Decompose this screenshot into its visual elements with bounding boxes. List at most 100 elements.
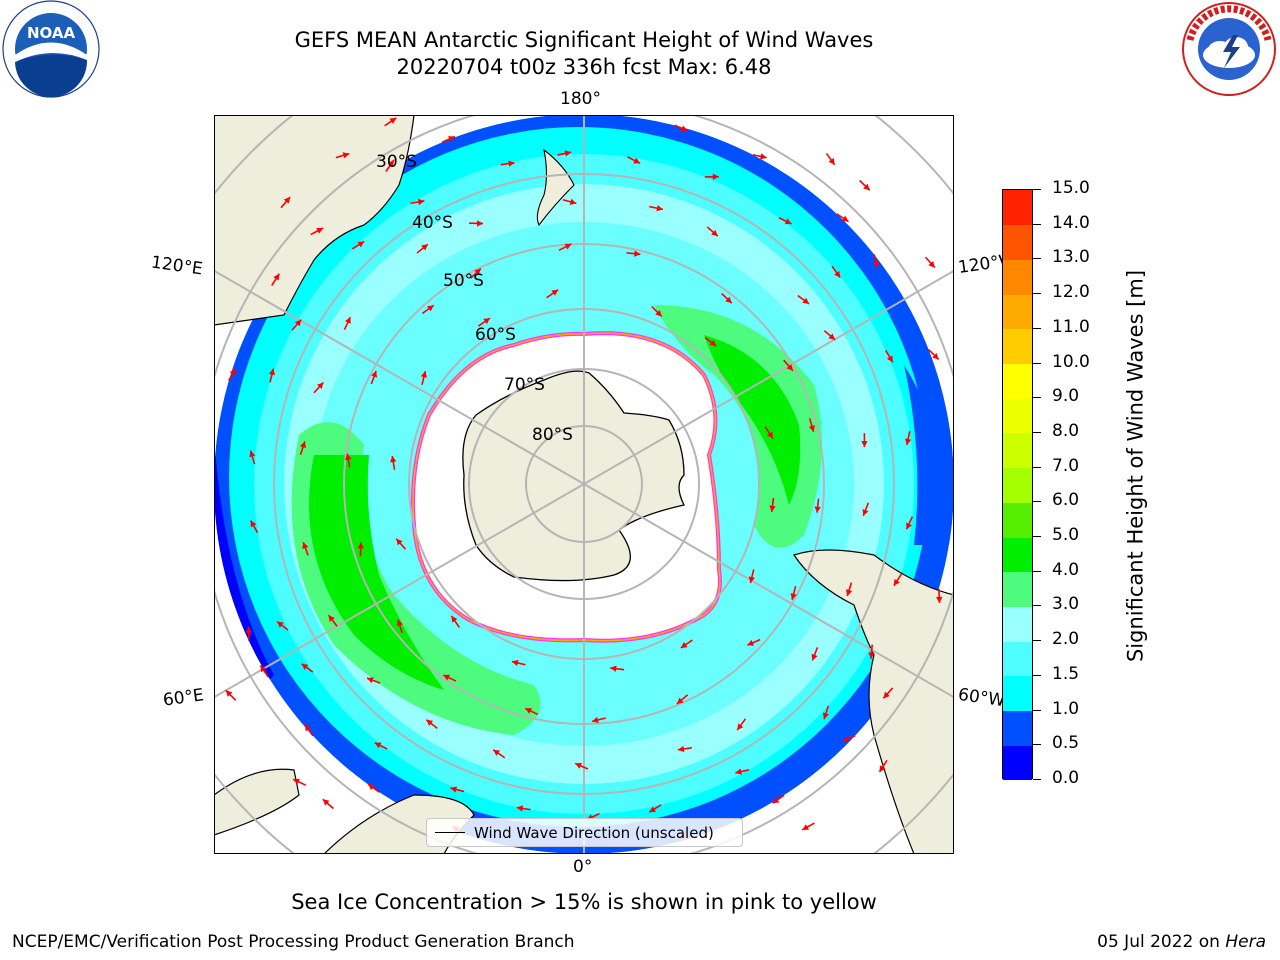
- colorbar-tick: [1033, 674, 1041, 676]
- wave-vector-head: [610, 665, 617, 672]
- wave-vector-head: [649, 806, 657, 813]
- colorbar-tick-label: 0.0: [1052, 768, 1080, 788]
- wave-vector-head: [283, 196, 291, 204]
- wave-vector-head: [328, 615, 335, 622]
- colorbar-tick-label: 1.5: [1052, 663, 1080, 684]
- wave-vector-head: [417, 198, 425, 206]
- nws-logo: [1182, 2, 1276, 96]
- wave-vector-head: [879, 765, 886, 773]
- colorbar-tick: [1033, 501, 1041, 503]
- colorbar-segment: [1003, 502, 1032, 538]
- wave-vector-head: [569, 198, 577, 205]
- wave-vector-head: [421, 244, 428, 251]
- wave-vector-head: [426, 719, 434, 726]
- wave-vector-head: [712, 173, 719, 181]
- colorbar-tick: [1033, 293, 1041, 295]
- colorbar-segment: [1003, 190, 1032, 226]
- colorbar-tick-label: 12.0: [1052, 282, 1090, 303]
- lat-label-40s: 40°S: [412, 213, 453, 233]
- wave-vector-head: [808, 425, 815, 432]
- wave-vector-head: [357, 241, 365, 248]
- wave-vector-head: [304, 724, 311, 732]
- wave-vector-head: [863, 183, 870, 191]
- wave-vector-head: [790, 593, 797, 600]
- wave-vector-head: [368, 784, 375, 791]
- wave-vector-head: [426, 305, 434, 312]
- colorbar-tick-label: 1.0: [1052, 698, 1080, 719]
- footer-date: 05 Jul 2022 on Hera: [1097, 932, 1266, 952]
- lon-label-0: 0°: [573, 857, 593, 877]
- colorbar-label: Significant Height of Wind Waves [m]: [1123, 269, 1148, 663]
- wave-vector-head: [443, 674, 451, 681]
- colorbar-tick-label: 13.0: [1052, 247, 1090, 268]
- wave-vector-head: [841, 215, 849, 222]
- lon-label-120e: 120°E: [149, 252, 204, 280]
- colorbar-tick: [1033, 570, 1041, 572]
- colorbar-label-box: Significant Height of Wind Waves [m]: [1101, 246, 1171, 686]
- chart-title: GEFS MEAN Antarctic Significant Height o…: [294, 28, 874, 52]
- colorbar-tick-label: 5.0: [1052, 525, 1080, 546]
- wave-vector-head: [225, 690, 233, 697]
- wave-vector-head: [477, 220, 484, 227]
- wave-vector-head: [828, 158, 835, 165]
- colorbar-segment: [1003, 537, 1032, 573]
- wave-vector-head: [842, 736, 850, 743]
- wave-vector-head: [872, 261, 880, 268]
- wave-vector-head: [396, 619, 403, 627]
- colorbar-tick: [1033, 640, 1041, 642]
- colorbar-tick: [1033, 327, 1041, 329]
- wave-vector-head: [904, 438, 912, 445]
- wave-vector-head: [936, 596, 943, 603]
- wave-vector-head: [822, 712, 829, 720]
- wave-vector-head: [575, 762, 582, 769]
- wave-vector-head: [396, 538, 403, 546]
- colorbar-segment: [1003, 259, 1032, 295]
- wave-vector-head: [316, 227, 324, 234]
- colorbar-tick: [1033, 536, 1041, 538]
- wave-vector-head: [322, 799, 330, 806]
- lon-label-180: 180°: [560, 89, 601, 109]
- wave-vector-head: [893, 578, 900, 586]
- legend-line-icon: [435, 832, 465, 833]
- colorbar-tick-label: 6.0: [1052, 490, 1080, 511]
- wave-vector-head: [680, 125, 688, 132]
- wave-vector-head: [868, 652, 875, 659]
- lat-label-80s: 80°S: [532, 425, 573, 445]
- wave-vector-head: [772, 797, 780, 804]
- wave-vector-head: [811, 653, 818, 661]
- footer-credit: NCEP/EMC/Verification Post Processing Pr…: [12, 932, 575, 952]
- wave-vector-head: [564, 243, 572, 250]
- wave-vector-head: [725, 296, 732, 304]
- wave-vector-head: [387, 159, 394, 167]
- wave-vector-head: [564, 150, 572, 157]
- colorbar-tick: [1033, 466, 1041, 468]
- colorbar-segment: [1003, 641, 1032, 677]
- wave-vector-head: [389, 117, 397, 124]
- colorbar-tick-label: 7.0: [1052, 455, 1080, 476]
- colorbar-segment: [1003, 745, 1032, 781]
- wave-vector-head: [677, 745, 685, 753]
- wave-vector-head: [483, 318, 490, 325]
- wave-vector-head: [634, 250, 641, 257]
- colorbar-tick: [1033, 397, 1041, 399]
- colorbar: [1002, 189, 1033, 781]
- colorbar-tick: [1033, 223, 1041, 225]
- antarctica-land: [462, 370, 685, 582]
- wave-vector-head: [299, 441, 307, 449]
- wave-vector-head: [592, 716, 599, 724]
- colorbar-segment: [1003, 710, 1032, 746]
- lat-label-50s: 50°S: [443, 271, 484, 291]
- wave-vector-head: [814, 506, 821, 513]
- map-plot: [214, 115, 954, 854]
- lon-label-60e: 60°E: [161, 685, 206, 711]
- wave-vector-head: [268, 368, 276, 376]
- wave-vector-head: [342, 152, 350, 159]
- wave-vector-head: [676, 697, 684, 704]
- lat-label-70s: 70°S: [504, 375, 545, 395]
- wave-vector-head: [374, 742, 382, 749]
- noaa-logo: NOAA: [2, 0, 100, 98]
- colorbar-tick-label: 14.0: [1052, 212, 1090, 233]
- colorbar-segment: [1003, 363, 1032, 399]
- wave-vector-head: [735, 768, 742, 775]
- wave-vector-head: [420, 371, 428, 378]
